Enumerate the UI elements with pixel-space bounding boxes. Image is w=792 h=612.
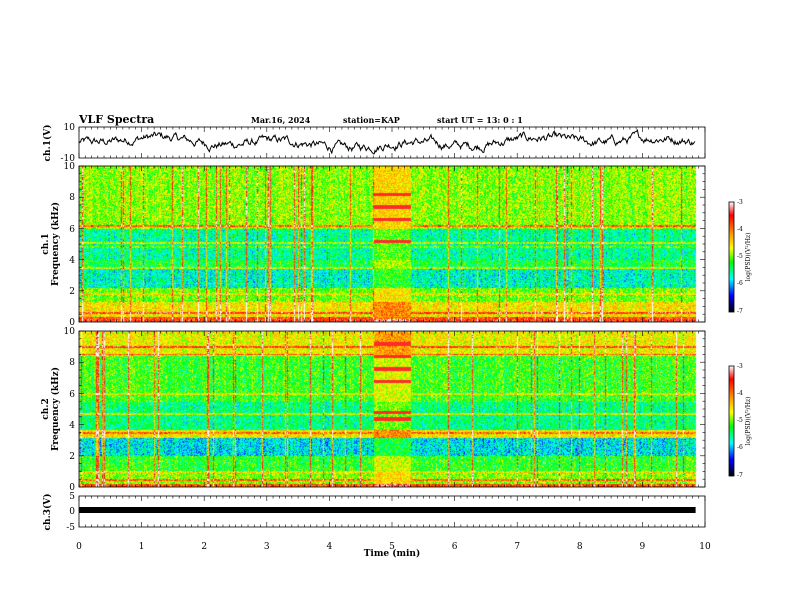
x-tick-label-10: 10 bbox=[699, 542, 711, 552]
cb1-label: log(PSD)(V²/Hz) bbox=[745, 233, 752, 282]
spec2-ticks bbox=[78, 330, 706, 488]
cb2-tick-m4: -4 bbox=[737, 390, 743, 397]
cb2-tick-m7: -7 bbox=[737, 472, 743, 479]
colorbar-1: -3 -4 -5 -6 -7 log(PSD)(V²/Hz) bbox=[728, 199, 752, 315]
spec2-ylabel-frequency: Frequency (kHz) bbox=[50, 367, 61, 451]
x-tick-label-0: 0 bbox=[76, 542, 82, 552]
spec1-ticks bbox=[78, 165, 706, 323]
colorbar-1-gradient bbox=[729, 202, 734, 312]
ch3-ytick-top: 5 bbox=[69, 492, 75, 502]
channel-2-spectrogram-panel: 0 2 4 6 8 10 ch.2 Frequency (kHz) bbox=[41, 327, 706, 493]
spec1-ylabel-frequency: Frequency (kHz) bbox=[50, 202, 61, 286]
x-tick-label-6: 6 bbox=[452, 542, 458, 552]
x-tick-label-3: 3 bbox=[264, 542, 270, 552]
ch1-ytick-top: 10 bbox=[64, 123, 76, 133]
channel-1-waveform-panel: 10 -10 ch.1(V) bbox=[42, 123, 706, 164]
spec1-ytick-10: 10 bbox=[64, 162, 76, 172]
spec1-ytick-6: 6 bbox=[69, 225, 75, 235]
spec1-heatmap bbox=[79, 166, 705, 322]
spec2-ytick-2: 2 bbox=[69, 452, 75, 462]
spec1-ytick-2: 2 bbox=[69, 287, 75, 297]
channel-1-waveform-line bbox=[78, 128, 696, 155]
x-axis-label: Time (min) bbox=[364, 548, 421, 559]
cb1-tick-m4: -4 bbox=[737, 226, 743, 233]
cb1-tick-m3: -3 bbox=[737, 199, 743, 206]
x-tick-label-5: 5 bbox=[389, 542, 395, 552]
station-label: station=KAP bbox=[343, 115, 400, 125]
ch3-ytick-mid: 0 bbox=[69, 507, 75, 517]
cb1-tick-m7: -7 bbox=[737, 308, 743, 315]
x-axis-tick-labels: 0 1 2 3 4 5 6 7 8 9 10 bbox=[76, 542, 711, 552]
figure-title: VLF Spectra bbox=[78, 113, 154, 126]
cb1-tick-m5: -5 bbox=[737, 253, 743, 260]
spec2-ytick-0: 0 bbox=[69, 483, 75, 493]
spec1-ylabel-channel: ch.1 bbox=[41, 233, 51, 254]
spec2-ytick-4: 4 bbox=[69, 421, 75, 431]
ch3-ytick-bottom: -5 bbox=[66, 523, 75, 533]
spec2-ylabel-channel: ch.2 bbox=[41, 398, 51, 419]
cb2-label: log(PSD)(V²/Hz) bbox=[745, 397, 752, 446]
x-tick-label-8: 8 bbox=[577, 542, 583, 552]
start-ut-label: start UT = 13: 0 : 1 bbox=[437, 115, 523, 125]
ch3-ylabel: ch.3(V) bbox=[42, 494, 53, 531]
colorbar-2-gradient bbox=[729, 366, 734, 476]
spec2-ytick-6: 6 bbox=[69, 390, 75, 400]
spec2-heatmap bbox=[79, 331, 705, 487]
colorbar-2-frame bbox=[728, 365, 735, 477]
x-tick-label-2: 2 bbox=[201, 542, 207, 552]
x-tick-label-4: 4 bbox=[327, 542, 333, 552]
ch1-ylabel: ch.1(V) bbox=[42, 125, 53, 162]
cb2-tick-m5: -5 bbox=[737, 417, 743, 424]
spec1-ytick-0: 0 bbox=[69, 318, 75, 328]
colorbar-2: -3 -4 -5 -6 -7 log(PSD)(V²/Hz) bbox=[728, 363, 752, 479]
channel-1-waveform-ticks bbox=[78, 127, 706, 158]
channel-3-waveform-ticks bbox=[78, 496, 706, 527]
x-tick-label-9: 9 bbox=[640, 542, 646, 552]
colorbar-1-frame bbox=[728, 201, 735, 313]
channel-1-spectrogram-panel: 0 2 4 6 8 10 ch.1 Frequency (kHz) bbox=[41, 162, 706, 328]
cb2-tick-m6: -6 bbox=[737, 444, 743, 451]
date-label: Mar.16, 2024 bbox=[251, 115, 311, 125]
spec2-ytick-10: 10 bbox=[64, 327, 76, 337]
ch1-ytick-bottom: -10 bbox=[61, 154, 76, 164]
cb1-tick-m6: -6 bbox=[737, 280, 743, 287]
channel-3-waveform-line bbox=[78, 507, 695, 513]
cb2-tick-m3: -3 bbox=[737, 363, 743, 370]
x-tick-label-7: 7 bbox=[514, 542, 520, 552]
spec1-ytick-8: 8 bbox=[69, 193, 75, 203]
x-tick-label-1: 1 bbox=[139, 542, 145, 552]
spec1-ytick-4: 4 bbox=[69, 256, 75, 266]
spec2-ytick-8: 8 bbox=[69, 358, 75, 368]
channel-3-waveform-band bbox=[79, 507, 696, 513]
channel-3-waveform-panel: 5 0 -5 ch.3(V) bbox=[42, 492, 706, 533]
